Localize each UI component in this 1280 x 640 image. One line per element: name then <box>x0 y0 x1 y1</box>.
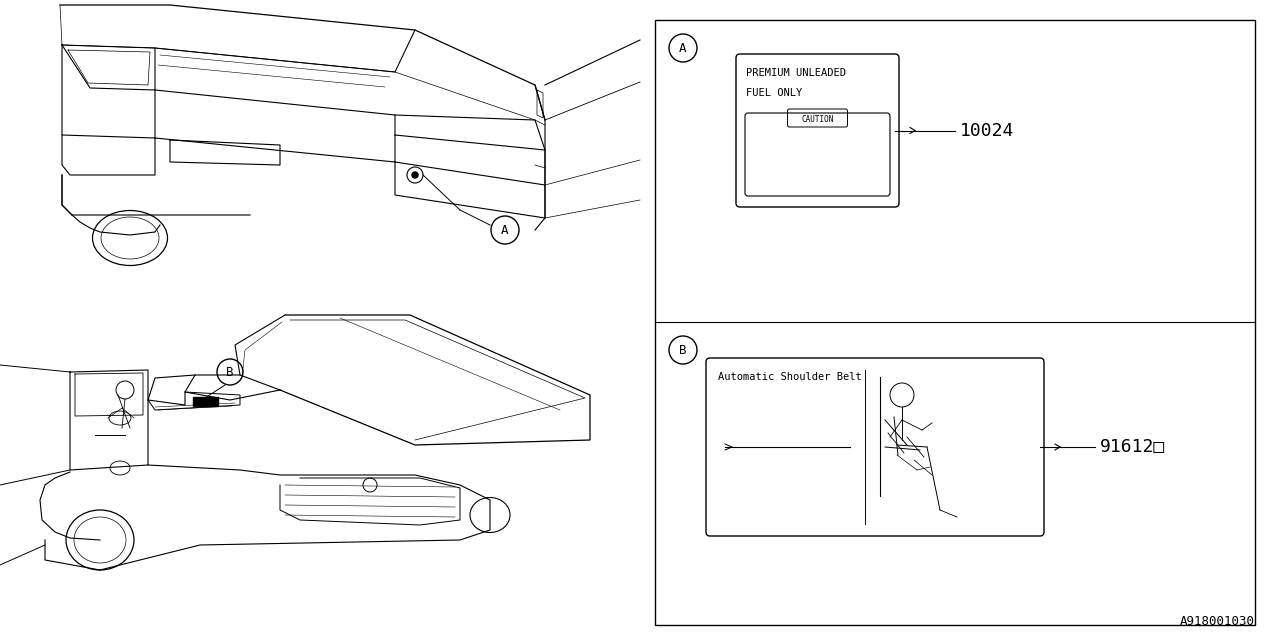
Text: A918001030: A918001030 <box>1180 615 1254 628</box>
Text: CAUTION: CAUTION <box>801 115 833 124</box>
Text: A: A <box>502 223 508 237</box>
Text: 10024: 10024 <box>960 122 1014 140</box>
Circle shape <box>412 172 419 178</box>
Bar <box>193 397 218 406</box>
Text: 91612□: 91612□ <box>1100 438 1165 456</box>
Text: PREMIUM UNLEADED: PREMIUM UNLEADED <box>746 68 846 78</box>
Bar <box>655 20 1254 625</box>
Text: Automatic Shoulder Belt: Automatic Shoulder Belt <box>718 372 861 382</box>
Text: B: B <box>680 344 687 356</box>
Text: A: A <box>680 42 687 54</box>
Text: B: B <box>227 365 234 378</box>
Text: FUEL ONLY: FUEL ONLY <box>746 88 803 98</box>
